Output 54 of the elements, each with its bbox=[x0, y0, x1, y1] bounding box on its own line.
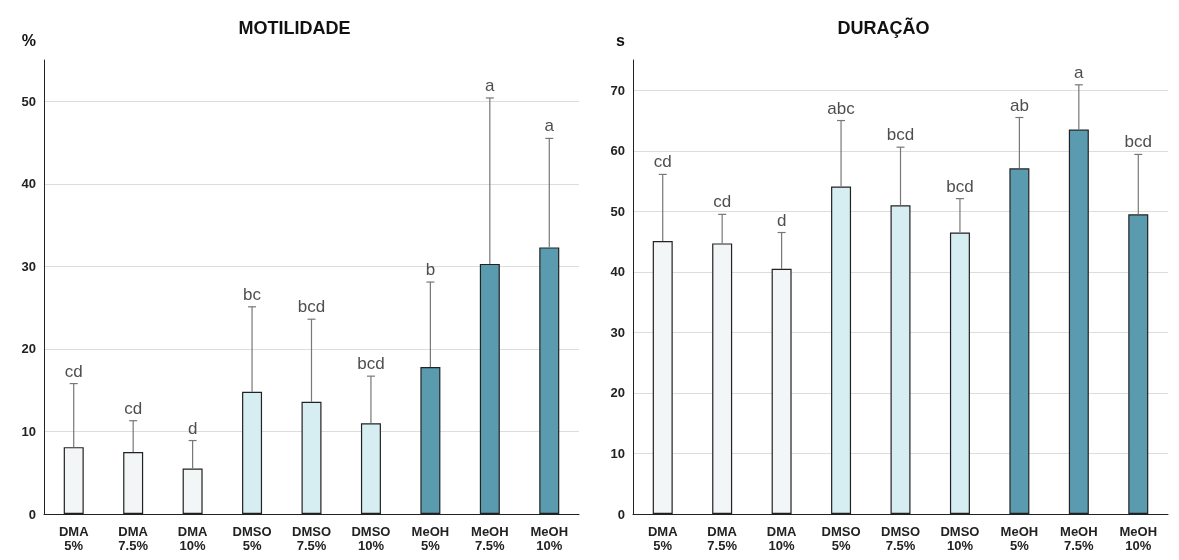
x-tick-label: DMA 10% bbox=[766, 523, 798, 553]
annotation: d bbox=[187, 418, 198, 438]
chart-title: DURAÇÃO bbox=[837, 17, 930, 38]
annotation: cd bbox=[713, 192, 732, 212]
annotation: abc bbox=[827, 98, 856, 118]
annotation: bcd bbox=[946, 176, 974, 196]
y-tick-label: 50 bbox=[610, 203, 625, 219]
y-tick-label: 10 bbox=[610, 445, 625, 461]
annotation: b bbox=[425, 260, 436, 280]
x-tick-label: DMA 10% bbox=[177, 523, 209, 553]
annotation: ab bbox=[1009, 95, 1029, 115]
x-tick-label: DMA 5% bbox=[58, 523, 90, 553]
annotation: bcd bbox=[357, 354, 385, 374]
x-tick-label: MeOH 10% bbox=[1119, 523, 1158, 553]
x-tick-label: MeOH 7.5% bbox=[1060, 523, 1098, 553]
y-tick-label: 60 bbox=[610, 143, 625, 159]
x-tick-label: DMA 7.5% bbox=[707, 523, 738, 553]
y-tick-label: 50 bbox=[21, 93, 36, 109]
y-axis-title: % bbox=[21, 31, 36, 49]
annotation: bcd bbox=[297, 297, 326, 317]
y-tick-label: 0 bbox=[617, 506, 625, 522]
y-axis-title: s bbox=[616, 31, 626, 49]
y-tick-label: 30 bbox=[21, 258, 36, 274]
y-tick-label: 30 bbox=[610, 324, 625, 340]
x-tick-label: DMA 5% bbox=[647, 523, 679, 553]
x-tick-label: MeOH 5% bbox=[411, 523, 450, 553]
annotation: cd bbox=[124, 398, 143, 418]
annotation: d bbox=[776, 210, 787, 230]
x-tick-label: MeOH 5% bbox=[1000, 523, 1039, 553]
x-tick-label: MeOH 10% bbox=[530, 523, 569, 553]
y-tick-label: 40 bbox=[610, 264, 625, 280]
chart-title: MOTILIDADE bbox=[238, 18, 351, 38]
y-tick-label: 20 bbox=[21, 341, 36, 357]
x-tick-label: DMSO 5% bbox=[821, 523, 861, 553]
y-tick-label: 70 bbox=[610, 82, 625, 98]
x-tick-label: DMSO 7.5% bbox=[292, 523, 331, 553]
x-tick-label: MeOH 7.5% bbox=[471, 523, 509, 553]
x-tick-label: DMA 7.5% bbox=[118, 523, 149, 553]
y-tick-label: 40 bbox=[21, 176, 36, 192]
annotation: a bbox=[485, 75, 496, 95]
annotation: a bbox=[544, 116, 555, 136]
annotation: cd bbox=[653, 152, 672, 172]
annotation: bc bbox=[243, 284, 262, 304]
annotation: a bbox=[1074, 62, 1085, 82]
x-tick-label: DMSO 7.5% bbox=[881, 523, 920, 553]
x-tick-label: DMSO 10% bbox=[940, 523, 980, 553]
y-tick-label: 10 bbox=[21, 423, 36, 439]
annotation: bcd bbox=[886, 125, 915, 145]
annotation: bcd bbox=[1124, 132, 1152, 152]
y-tick-label: 0 bbox=[28, 506, 36, 522]
x-tick-label: DMSO 5% bbox=[232, 523, 272, 553]
annotation: cd bbox=[64, 361, 83, 381]
x-tick-label: DMSO 10% bbox=[351, 523, 391, 553]
y-tick-label: 20 bbox=[610, 385, 625, 401]
